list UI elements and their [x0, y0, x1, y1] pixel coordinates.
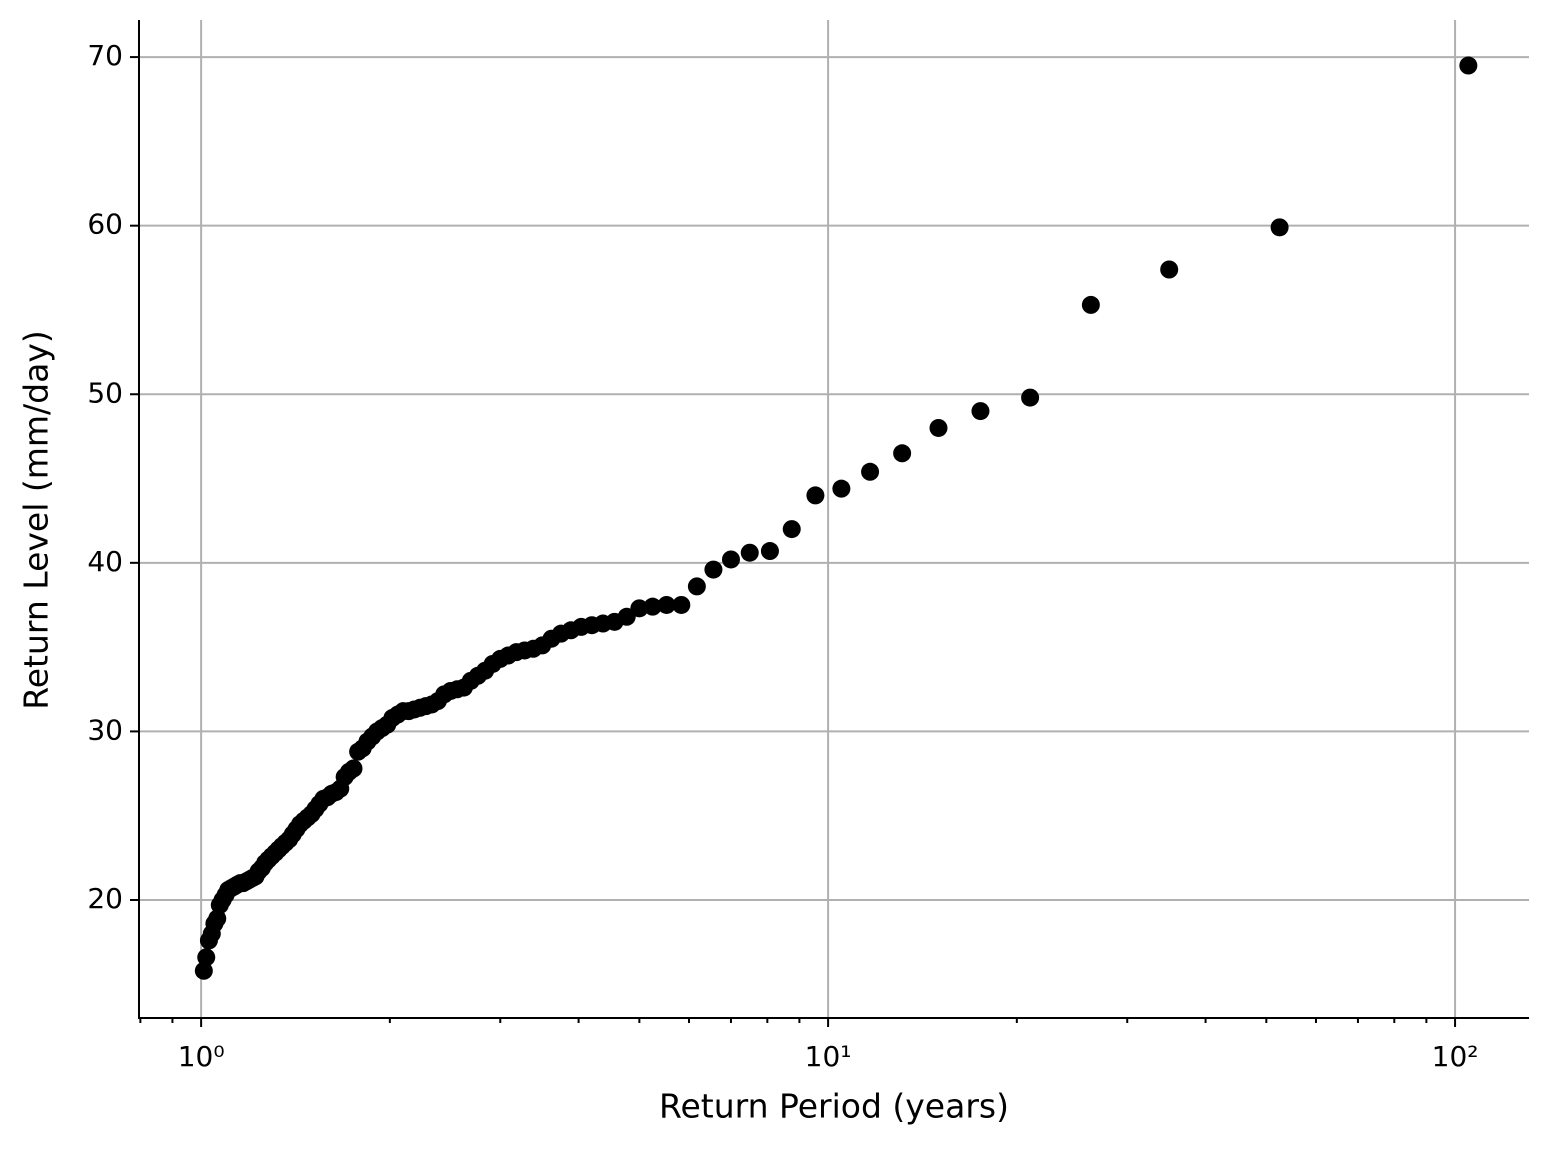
- y-tick-label: 20: [87, 882, 123, 915]
- point: [199, 931, 218, 950]
- point: [760, 542, 779, 561]
- point: [194, 961, 213, 980]
- y-tick-label: 40: [87, 545, 123, 578]
- point: [1021, 388, 1040, 407]
- y-tick-label: 50: [87, 376, 123, 409]
- point: [1459, 56, 1478, 75]
- point: [672, 595, 691, 614]
- point: [832, 479, 851, 498]
- y-tick-label: 70: [87, 39, 123, 72]
- point: [210, 896, 229, 915]
- x-tick-label: 10¹: [805, 1040, 852, 1073]
- point: [704, 560, 723, 579]
- y-tick-label: 30: [87, 713, 123, 746]
- point: [643, 597, 662, 616]
- point: [349, 742, 368, 761]
- point: [197, 948, 216, 967]
- point: [657, 595, 676, 614]
- point: [687, 577, 706, 596]
- y-tick-label: 60: [87, 208, 123, 241]
- point: [1160, 260, 1179, 279]
- x-tick-label: 10⁰: [178, 1040, 225, 1073]
- x-axis-label: Return Period (years): [659, 1087, 1009, 1126]
- y-axis-label: Return Level (mm/day): [17, 330, 56, 709]
- point: [861, 462, 880, 481]
- point: [1081, 295, 1100, 314]
- point: [971, 402, 990, 421]
- point: [740, 543, 759, 562]
- point: [929, 418, 948, 437]
- point: [782, 520, 801, 539]
- point: [1270, 218, 1289, 237]
- point: [630, 599, 649, 618]
- point: [806, 486, 825, 505]
- x-tick-label: 10²: [1432, 1040, 1479, 1073]
- point: [721, 550, 740, 569]
- point: [893, 444, 912, 463]
